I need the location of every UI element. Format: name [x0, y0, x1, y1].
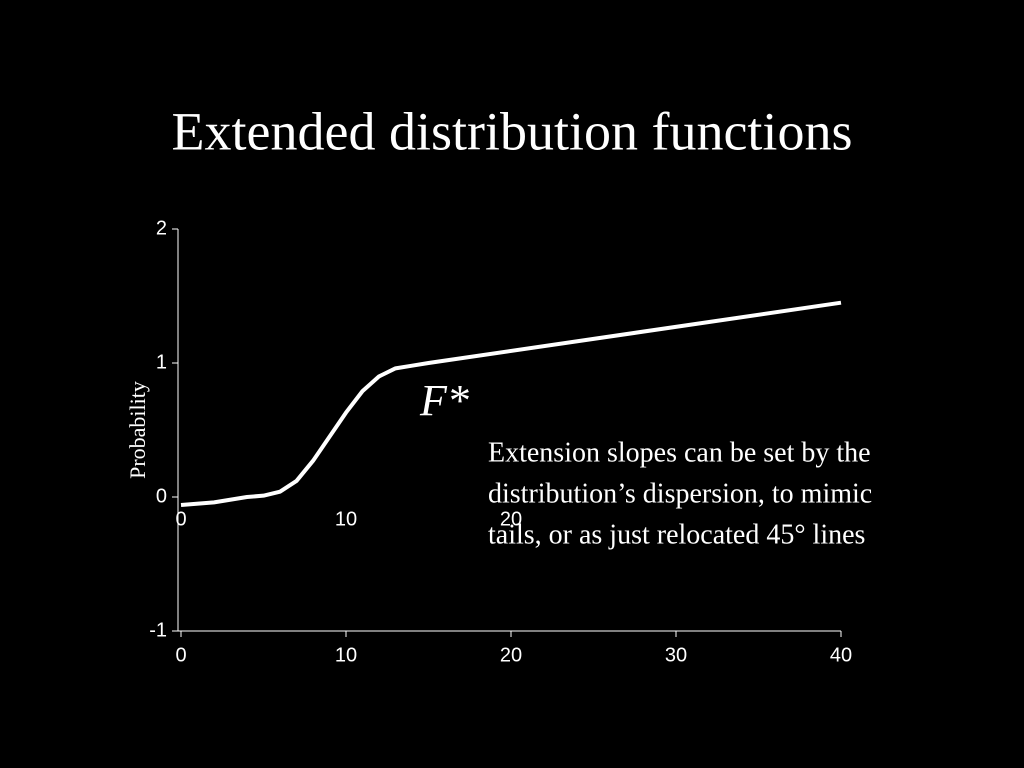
x-tick-label: 30	[665, 644, 687, 666]
x-tick-label: 20	[500, 644, 522, 666]
curve	[180, 300, 842, 508]
inner-x-tick-label: 10	[335, 508, 357, 530]
x-tick-label: 0	[175, 644, 186, 666]
inner-x-tick-label: 0	[175, 508, 186, 530]
note-line: distribution’s dispersion, to mimic	[488, 478, 872, 509]
y-axis-label: Probability	[125, 381, 150, 479]
note-line: Extension slopes can be set by the	[488, 437, 871, 468]
y-tick-label: 2	[156, 217, 167, 239]
y-tick-label: 1	[156, 351, 167, 373]
y-tick-label: -1	[149, 619, 167, 641]
slide-title: Extended distribution functions	[172, 101, 853, 161]
x-tick-label: 40	[830, 644, 852, 666]
note-line: tails, or as just relocated 45° lines	[488, 519, 865, 550]
x-tick-label: 10	[335, 644, 357, 666]
y-tick-label: 0	[156, 485, 167, 507]
inner-x-tick-label: 20	[500, 508, 522, 530]
curve-label: F*	[419, 376, 469, 425]
